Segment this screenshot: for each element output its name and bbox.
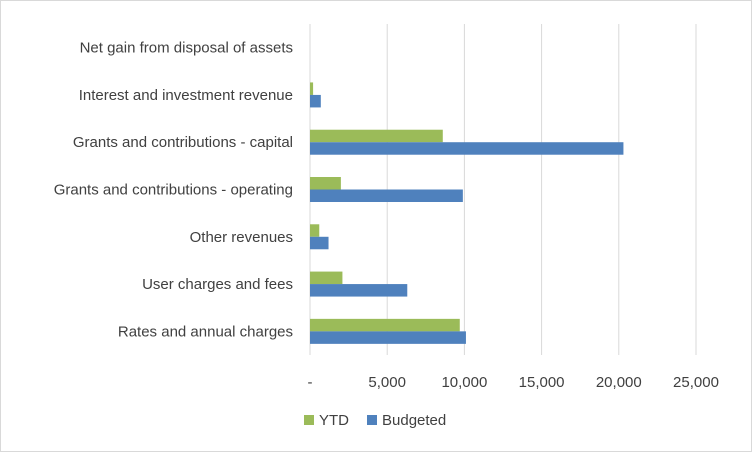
category-label-net-gain-from-disposal-of-assets: Net gain from disposal of assets	[80, 40, 293, 57]
x-tick-label-5: 25,000	[673, 374, 719, 391]
bar-budgeted-interest-and-investment-revenue	[310, 94, 321, 108]
x-tick-label-3: 15,000	[519, 374, 565, 391]
legend-swatch-budgeted	[367, 415, 377, 425]
bar-budgeted-grants-and-contributions-operating	[310, 189, 463, 202]
bar-ytd-other-revenues	[310, 224, 320, 237]
x-tick-labels: - 5,000 10,000 15,000 20,000 25,000	[308, 374, 719, 391]
bar-ytd-rates-and-annual-charges	[310, 318, 460, 332]
legend-label-budgeted: Budgeted	[382, 412, 446, 429]
x-tick-label-4: 20,000	[596, 374, 642, 391]
bars	[310, 82, 624, 344]
x-tick-label-2: 10,000	[441, 374, 487, 391]
bar-budgeted-user-charges-and-fees	[310, 284, 408, 297]
category-labels: Net gain from disposal of assets Interest…	[54, 40, 293, 341]
category-label-user-charges-and-fees: User charges and fees	[142, 276, 293, 293]
category-label-grants-and-contributions-operating: Grants and contributions - operating	[54, 182, 293, 199]
bar-ytd-grants-and-contributions-capital	[310, 129, 443, 143]
bar-budgeted-grants-and-contributions-capital	[310, 142, 624, 155]
legend: YTD Budgeted	[304, 412, 446, 429]
bar-ytd-interest-and-investment-revenue	[310, 82, 314, 95]
legend-swatch-ytd	[304, 415, 314, 425]
legend-label-ytd: YTD	[319, 412, 349, 429]
bar-ytd-grants-and-contributions-operating	[310, 177, 341, 190]
category-label-interest-and-investment-revenue: Interest and investment revenue	[79, 87, 293, 104]
x-tick-label-0: -	[308, 374, 313, 391]
category-label-other-revenues: Other revenues	[190, 229, 293, 246]
category-label-rates-and-annual-charges: Rates and annual charges	[118, 323, 293, 340]
bar-ytd-user-charges-and-fees	[310, 271, 343, 285]
category-label-grants-and-contributions-capital: Grants and contributions - capital	[73, 134, 293, 151]
x-tick-label-1: 5,000	[368, 374, 406, 391]
bar-budgeted-rates-and-annual-charges	[310, 331, 466, 344]
bar-budgeted-other-revenues	[310, 236, 329, 250]
